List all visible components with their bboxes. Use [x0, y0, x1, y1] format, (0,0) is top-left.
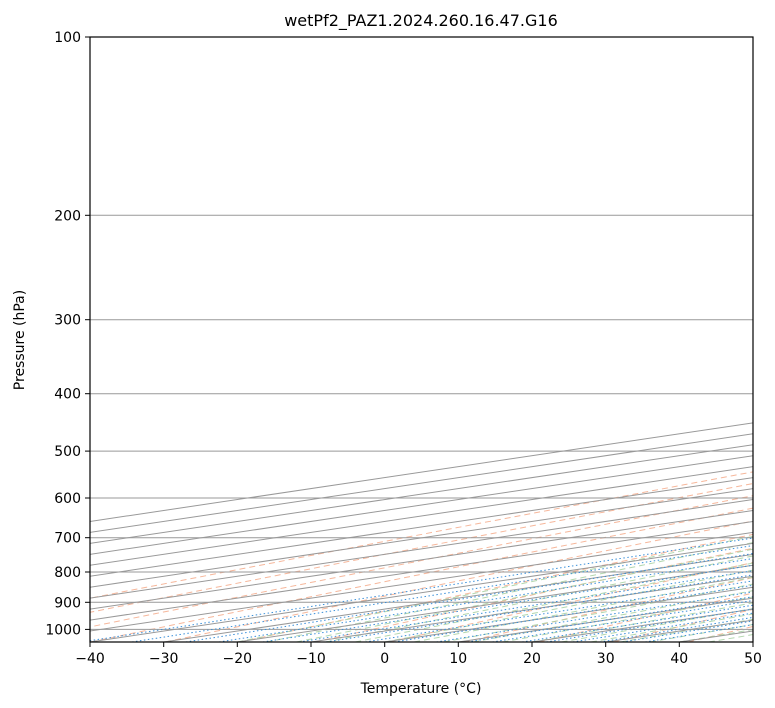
x-tick-label: 0: [380, 651, 389, 667]
isotherm: [90, 444, 753, 544]
dry-adiabat: [90, 483, 753, 613]
axis-ticks: −40 −30 −20 −10 0 10 20 30 40 50 100 200 300 400 500 60…: [45, 30, 762, 667]
mixing-ratio-line: [90, 537, 753, 642]
isotherm: [90, 422, 753, 522]
y-axis-label: Pressure (hPa): [12, 290, 28, 390]
moist-adiabat: [237, 535, 753, 642]
isotherm: [90, 433, 753, 533]
chart-title: wetPf2_PAZ1.2024.260.16.47.G16: [284, 11, 558, 31]
dry-adiabat: [613, 608, 753, 642]
reference-lines: [90, 37, 775, 642]
moist-adiabat: [296, 548, 753, 642]
y-tick-label: 1000: [45, 622, 81, 638]
moist-adiabat: [414, 576, 753, 642]
moist-adiabat: [590, 613, 753, 642]
dry-adiabat: [763, 37, 775, 642]
dry-adiabat: [90, 471, 753, 599]
moist-adiabat: [502, 596, 753, 642]
x-tick-label: −30: [149, 651, 179, 667]
moist-adiabat: [473, 590, 753, 642]
isotherm: [458, 597, 753, 642]
x-tick-label: −10: [296, 651, 326, 667]
isotherm: [90, 455, 753, 555]
mixing-ratio-line: [131, 545, 753, 642]
isotherm: [310, 575, 753, 642]
isotherm: [90, 531, 753, 632]
isotherm: [90, 499, 753, 599]
isotherm: [237, 564, 753, 642]
moist-adiabat: [266, 542, 753, 642]
isotherm: [90, 466, 753, 566]
dry-adiabat: [90, 495, 753, 628]
y-tick-label: 200: [54, 208, 81, 224]
y-tick-label: 800: [54, 565, 81, 581]
x-tick-label: 30: [597, 651, 615, 667]
y-tick-label: 900: [54, 595, 81, 611]
moist-adiabat: [679, 629, 753, 642]
dry-adiabat: [165, 520, 753, 642]
x-tick-label: 10: [449, 651, 467, 667]
plot-frame: [89, 36, 754, 643]
x-tick-label: −40: [75, 651, 105, 667]
mixing-ratio-line: [492, 600, 753, 642]
mixing-ratio-line: [522, 604, 753, 642]
x-axis-label: Temperature (°C): [360, 681, 482, 697]
mixing-ratio-line: [218, 558, 753, 642]
isotherm: [752, 641, 753, 642]
dry-adiabat: [314, 547, 753, 642]
y-tick-label: 500: [54, 444, 81, 460]
x-tick-label: 40: [670, 651, 688, 667]
isotherm: [384, 586, 753, 642]
isotherm: [605, 619, 753, 642]
moist-adiabat: [325, 555, 753, 642]
x-tick-label: 20: [523, 651, 541, 667]
isotherm: [90, 477, 753, 577]
dry-adiabat: [239, 533, 753, 642]
moist-adiabat: [384, 569, 753, 642]
x-tick-label: −20: [223, 651, 253, 667]
mixing-ratio-line: [326, 574, 753, 642]
y-tick-label: 300: [54, 313, 81, 329]
isotherm: [90, 488, 753, 588]
moist-adiabat: [443, 583, 753, 642]
mixing-ratio-line: [546, 608, 753, 642]
y-tick-label: 600: [54, 491, 81, 507]
mixing-ratio-line: [572, 612, 753, 642]
y-tick-label: 100: [54, 30, 81, 46]
mixing-ratio-line: [599, 616, 753, 642]
isotherm: [90, 509, 753, 610]
dry-adiabat: [463, 577, 753, 642]
isotherm: [90, 520, 753, 621]
mixing-ratio-line: [185, 553, 753, 642]
isotherm: [679, 630, 753, 642]
x-tick-label: 50: [744, 651, 762, 667]
dry-adiabat: [389, 562, 753, 642]
y-tick-label: 700: [54, 531, 81, 547]
y-tick-label: 400: [54, 387, 81, 403]
